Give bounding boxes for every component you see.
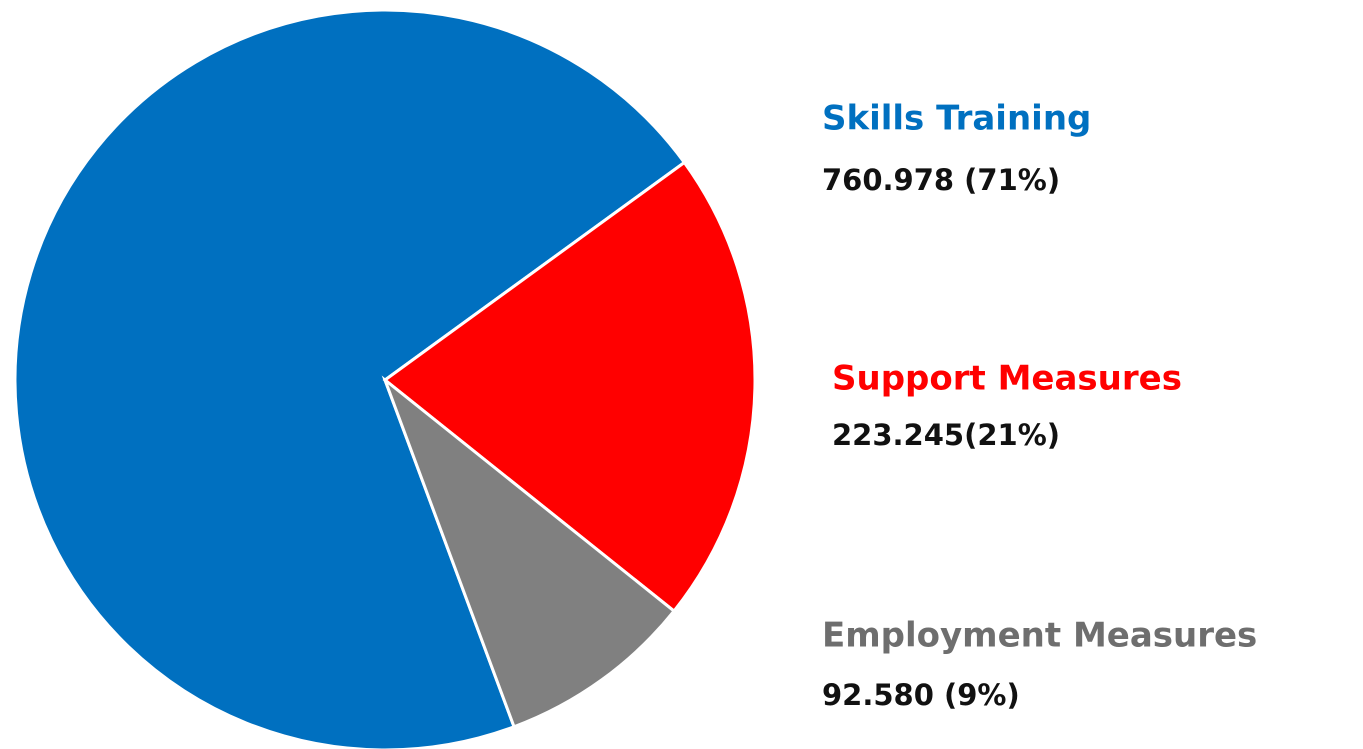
value-label: 92.580 (9%) (822, 678, 1020, 712)
pie-slice (13, 8, 687, 749)
pie-slice (382, 160, 757, 614)
legend-label: Support Measures (832, 359, 1182, 399)
value-label: 760.978 (71%) (822, 163, 1060, 197)
pie-slice (381, 375, 677, 729)
value-label: 223.245(21%) (832, 418, 1060, 452)
legend-label: Skills Training (822, 99, 1091, 139)
legend-label: Employment Measures (822, 616, 1257, 656)
